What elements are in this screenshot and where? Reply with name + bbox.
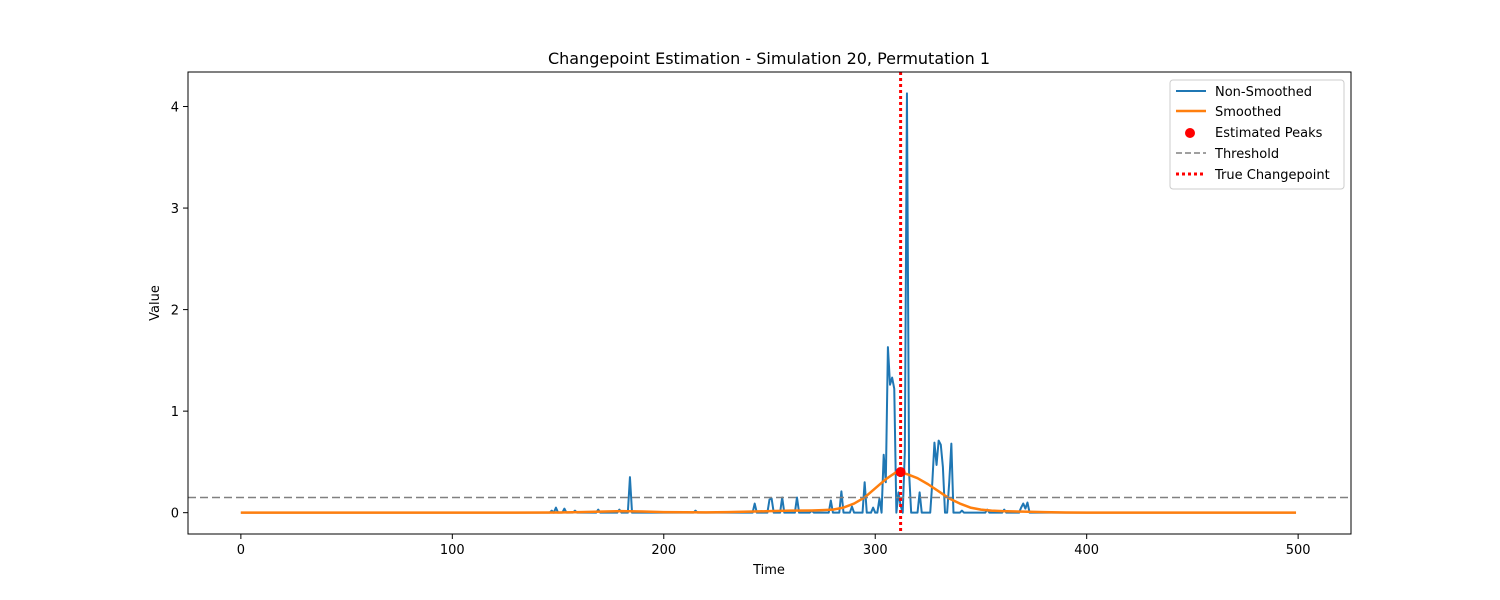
plot-area [188, 72, 1351, 534]
legend: Non-Smoothed Smoothed Estimated Peaks Th… [1169, 79, 1345, 190]
estimated-peaks-layer [895, 467, 906, 478]
x-tick-label: 400 [1074, 543, 1099, 558]
estimated-peak-point [895, 467, 906, 478]
y-tick-label: 2 [171, 304, 179, 319]
legend-symbol-estimated-peaks [1185, 128, 1195, 138]
legend-label-estimated-peaks: Estimated Peaks [1215, 126, 1323, 141]
y-axis: 0 1 2 3 4 [171, 101, 188, 522]
plot-frame [187, 71, 1352, 535]
y-tick-label: 1 [171, 405, 179, 420]
y-tick-label: 0 [171, 507, 179, 522]
non-smoothed-series-line [240, 92, 1297, 514]
legend-label-non-smoothed: Non-Smoothed [1215, 85, 1312, 100]
legend-label-threshold: Threshold [1214, 147, 1279, 162]
x-tick-label: 500 [1286, 543, 1311, 558]
legend-label-true-changepoint: True Changepoint [1214, 168, 1330, 183]
y-tick-label: 4 [171, 101, 179, 116]
x-axis: 0 100 200 300 400 500 [237, 534, 1311, 558]
x-axis-title: Time [752, 563, 785, 578]
x-tick-label: 0 [237, 543, 245, 558]
legend-label-smoothed: Smoothed [1215, 105, 1281, 120]
y-axis-title: Value [148, 285, 163, 321]
y-tick-label: 3 [171, 202, 179, 217]
smoothed-series-line [240, 470, 1297, 514]
x-tick-label: 100 [440, 543, 465, 558]
x-tick-label: 300 [863, 543, 888, 558]
legend-box [1169, 79, 1345, 190]
x-tick-label: 200 [651, 543, 676, 558]
chart-title: Changepoint Estimation - Simulation 20, … [548, 49, 990, 68]
